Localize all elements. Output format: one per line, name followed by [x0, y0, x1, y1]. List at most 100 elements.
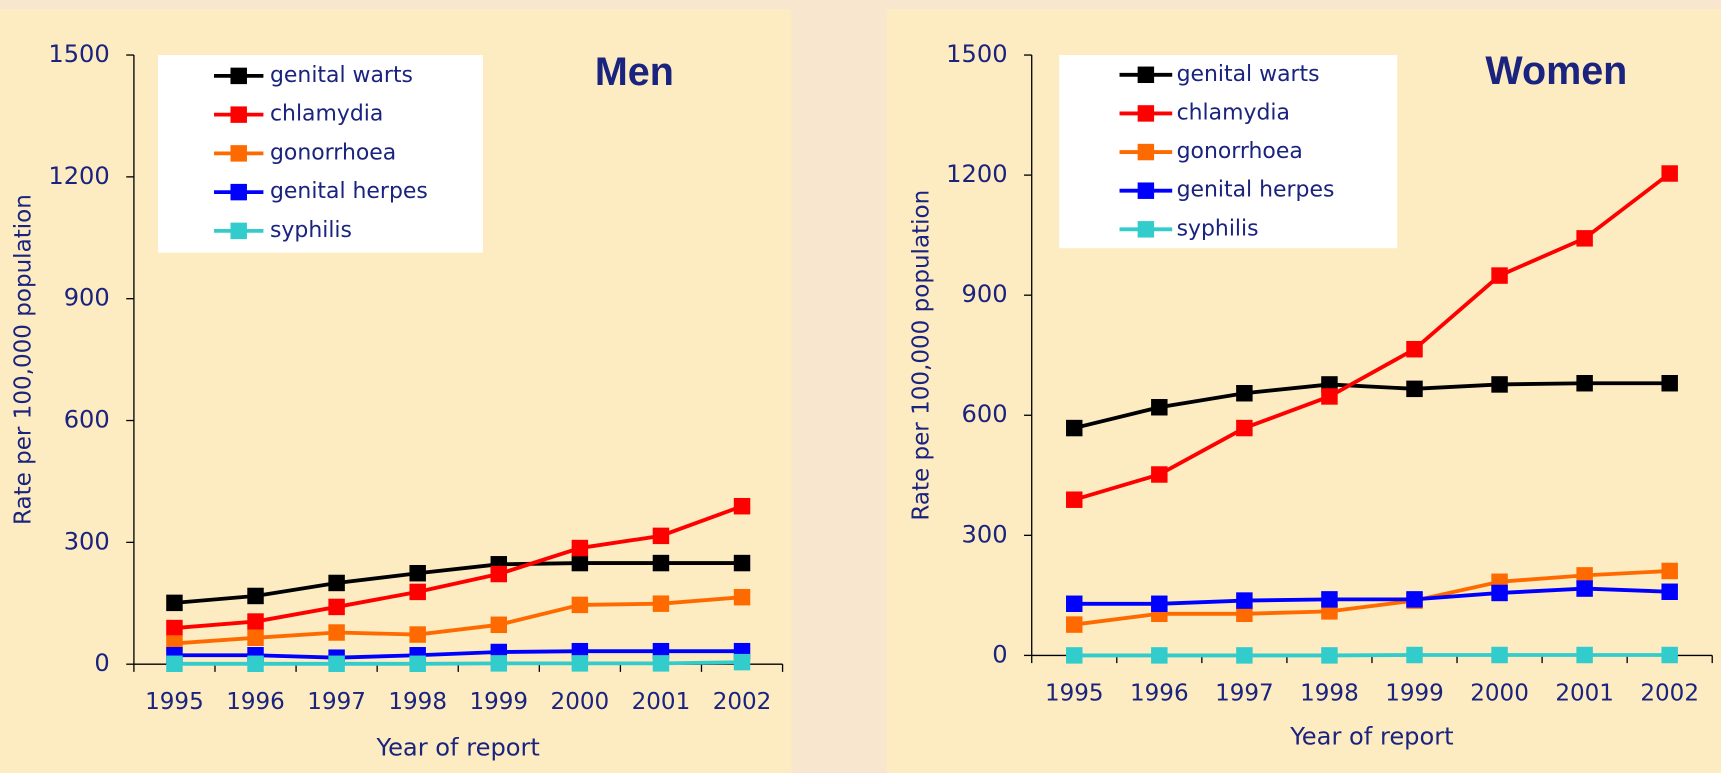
data-point — [166, 594, 183, 612]
data-point — [571, 655, 589, 672]
x-tick-label: 2000 — [551, 689, 610, 715]
x-tick-label: 2002 — [1640, 680, 1699, 706]
y-tick-label: 1200 — [48, 162, 109, 190]
series-line — [1073, 381, 1670, 430]
legend-label: gonorrhoea — [270, 140, 396, 165]
data-point — [1491, 584, 1508, 602]
data-point — [409, 564, 426, 582]
legend-marker — [230, 145, 247, 162]
data-point — [1576, 567, 1593, 584]
data-point — [1236, 647, 1253, 664]
legend-label: genital herpes — [270, 179, 428, 204]
legend-marker — [230, 222, 247, 240]
data-point — [1236, 385, 1253, 402]
series-line — [174, 504, 743, 630]
y-tick-label: 900 — [64, 284, 110, 312]
legend-marker — [1137, 221, 1155, 238]
x-tick-label: 1997 — [307, 689, 366, 715]
x-tick-label: 2000 — [1470, 680, 1529, 706]
data-point — [328, 624, 345, 641]
x-tick-label: 1999 — [469, 689, 528, 715]
legend-label: genital warts — [1177, 62, 1320, 87]
data-point — [1321, 388, 1338, 405]
x-tick-label: 1998 — [1300, 680, 1359, 706]
x-tick-label: 2001 — [632, 689, 691, 715]
y-tick-label: 600 — [64, 406, 110, 434]
data-point — [1321, 647, 1338, 664]
y-tick-label: 600 — [962, 400, 1008, 428]
data-point — [409, 626, 426, 643]
data-point — [1236, 592, 1253, 609]
series-line — [174, 649, 743, 660]
x-tick-label: 1996 — [226, 689, 285, 715]
data-point — [247, 629, 264, 647]
data-point — [1576, 646, 1593, 664]
legend-label: gonorrhoea — [1177, 139, 1303, 164]
data-point — [1066, 595, 1083, 613]
chart-title: Women — [1485, 49, 1627, 93]
x-axis-label: Year of report — [1289, 723, 1453, 751]
data-point — [1066, 647, 1083, 664]
data-point — [1066, 419, 1083, 437]
legend-marker — [1137, 182, 1155, 199]
legend-label: genital warts — [270, 63, 413, 88]
x-tick-label: 1995 — [145, 689, 204, 715]
data-point — [571, 554, 589, 572]
y-tick-label: 1500 — [946, 40, 1007, 68]
data-point — [652, 655, 670, 672]
data-point — [1406, 646, 1423, 664]
legend-label: chlamydia — [270, 102, 383, 127]
data-point — [1321, 591, 1338, 608]
data-point — [247, 655, 264, 673]
x-tick-label: 1997 — [1215, 680, 1274, 706]
data-point — [1661, 646, 1678, 664]
data-point — [1151, 595, 1168, 613]
data-point — [1576, 375, 1593, 392]
x-axis-label: Year of report — [376, 734, 540, 762]
series-line — [1074, 569, 1670, 627]
x-tick-label: 1996 — [1130, 680, 1189, 706]
data-point — [1066, 491, 1083, 508]
data-point — [733, 653, 751, 671]
data-point — [1406, 380, 1423, 398]
data-point — [328, 574, 345, 592]
legend-box — [1059, 55, 1398, 249]
data-point — [490, 616, 508, 634]
y-tick-label: 900 — [962, 280, 1008, 308]
y-axis-label: Rate per 100,000 population — [908, 190, 934, 521]
data-point — [1491, 376, 1508, 393]
data-point — [490, 565, 508, 583]
series-line — [174, 595, 743, 646]
data-point — [1151, 399, 1168, 416]
data-point — [328, 598, 345, 616]
data-point — [247, 587, 264, 605]
data-point — [571, 596, 589, 614]
y-axis-label: Rate per 100,000 population — [11, 194, 37, 525]
data-point — [733, 554, 751, 572]
data-point — [1661, 562, 1678, 580]
legend-marker — [230, 106, 247, 123]
data-point — [1576, 580, 1593, 597]
data-point — [733, 497, 751, 515]
x-tick-label: 1998 — [388, 689, 447, 715]
data-point — [1491, 267, 1508, 284]
data-point — [166, 619, 183, 637]
series-line — [1073, 171, 1671, 502]
x-tick-label: 2001 — [1555, 680, 1614, 706]
data-point — [1406, 591, 1423, 608]
series-line — [1074, 586, 1670, 606]
data-point — [166, 655, 183, 673]
legend-marker — [230, 183, 247, 201]
y-tick-label: 1500 — [48, 40, 109, 68]
data-point — [1661, 583, 1678, 600]
y-tick-label: 300 — [962, 520, 1008, 548]
data-point — [1236, 419, 1253, 437]
data-point — [1066, 616, 1083, 633]
x-tick-label: 2002 — [713, 689, 772, 715]
data-point — [1491, 646, 1508, 664]
legend-box — [158, 55, 483, 253]
x-tick-label: 1999 — [1385, 680, 1444, 706]
data-point — [328, 655, 345, 673]
y-tick-label: 0 — [992, 640, 1007, 668]
